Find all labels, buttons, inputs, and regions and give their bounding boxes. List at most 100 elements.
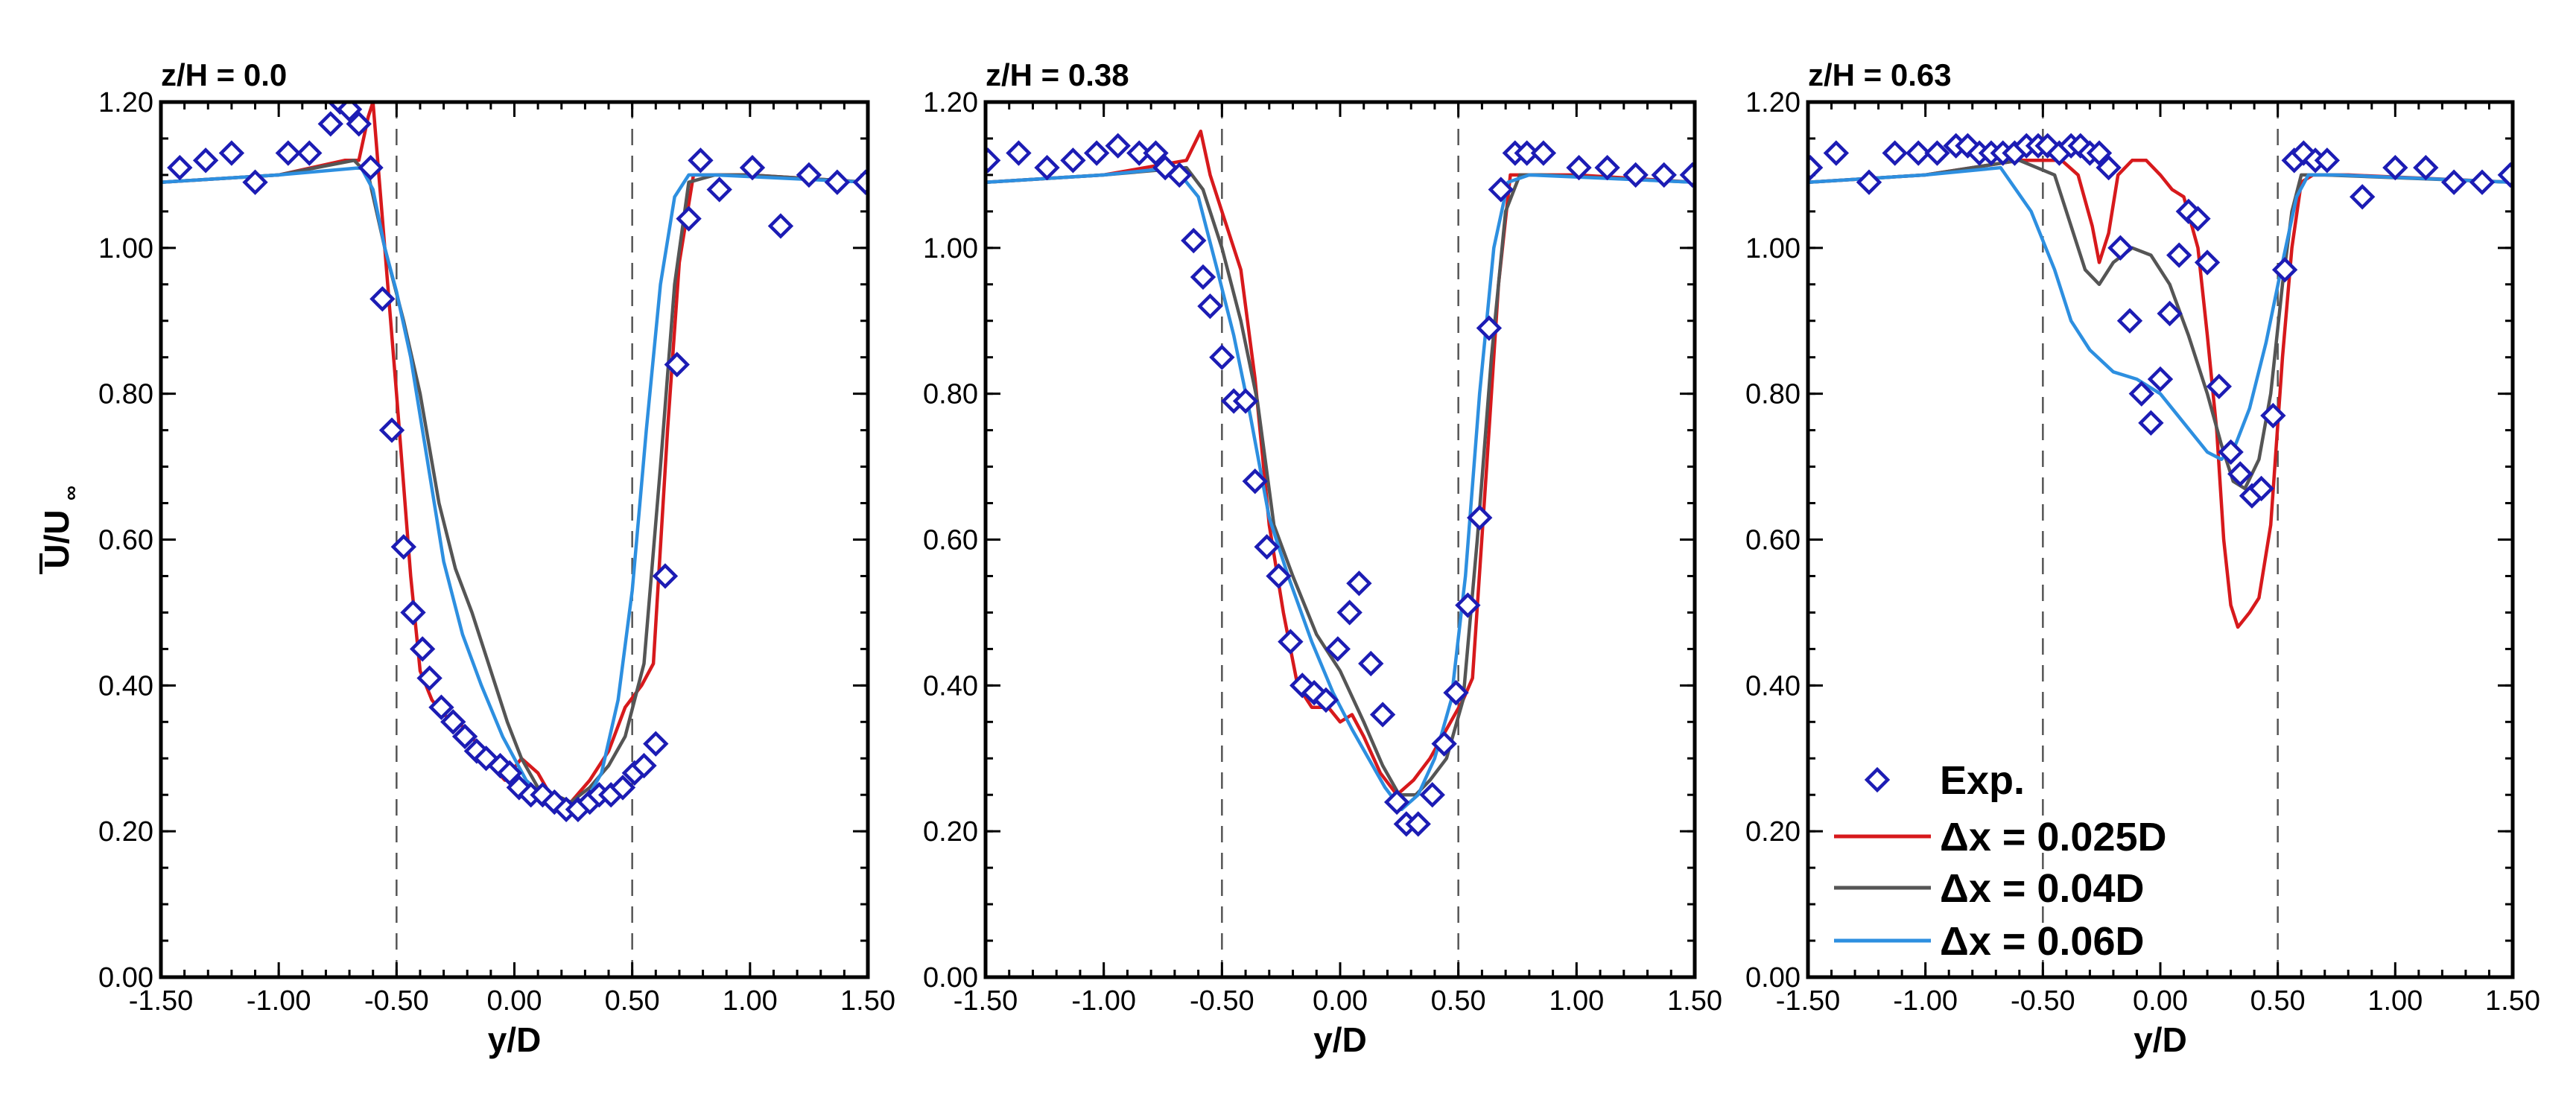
y-tick-label: 1.20 (1745, 87, 1801, 118)
exp-marker (2138, 410, 2164, 436)
exp-marker (2350, 184, 2376, 210)
series-line-blue (986, 165, 1695, 812)
x-tick-label: 1.00 (2367, 985, 2423, 1017)
exp-marker (2206, 373, 2233, 400)
exp-marker (496, 760, 523, 786)
x-axis-title: y/D (488, 1020, 542, 1059)
plot-frame (159, 100, 870, 979)
exp-marker (1808, 154, 1824, 181)
y-tick-label: 0.00 (1745, 962, 1801, 994)
exp-marker (1242, 468, 1268, 495)
exp-marker (631, 752, 657, 779)
exp-marker (2185, 206, 2211, 232)
y-tick-label: 0.40 (98, 670, 153, 702)
legend-item-blue: Δx = 0.06D (1834, 919, 2144, 964)
exp-marker (643, 731, 669, 757)
exp-marker (652, 563, 679, 589)
series-group (161, 102, 868, 822)
x-tick-label: -1.00 (1893, 985, 1958, 1017)
exp-marker (1278, 629, 1304, 655)
exp-marker (451, 723, 478, 750)
legend-exp-marker (1864, 766, 1891, 793)
exp-marker (1232, 388, 1259, 414)
series-line-red (986, 129, 1695, 797)
legend-label-red: Δx = 0.025D (1940, 815, 2167, 859)
exp-marker (1325, 636, 1351, 662)
y-tick-label: 0.40 (1745, 670, 1801, 702)
exp-marker (2260, 402, 2286, 429)
y-tick-label: 0.40 (923, 670, 978, 702)
exp-marker (1419, 782, 1445, 808)
legend-label-gray: Δx = 0.04D (1940, 866, 2144, 911)
exp-marker (1566, 154, 1592, 181)
exp-marker (2497, 162, 2513, 188)
exp-marker (167, 154, 193, 181)
exp-marker (369, 286, 396, 312)
y-tick-label: 1.20 (98, 87, 153, 118)
exp-marker (1143, 140, 1169, 166)
exp-marker (2248, 475, 2274, 502)
exp-marker (2314, 147, 2341, 174)
exp-marker (1467, 504, 1493, 531)
exp-marker (1254, 534, 1280, 560)
exp-marker (275, 140, 302, 166)
exp-marker (2271, 257, 2298, 283)
y-tick-label: 0.00 (98, 962, 153, 994)
legend-label-blue: Δx = 0.06D (1940, 919, 2144, 964)
exp-marker (336, 102, 363, 122)
exp-marker (1906, 140, 1932, 166)
exp-marker (1313, 687, 1339, 714)
exp-marker (1346, 571, 1372, 597)
exp-marker (1679, 162, 1695, 188)
exp-marker (2227, 461, 2253, 487)
exp-marker (346, 111, 372, 137)
exp-marker (664, 352, 690, 378)
exp-marker (2440, 169, 2467, 195)
exp-marker (1383, 789, 1410, 816)
x-tick-label: -1.50 (954, 985, 1018, 1017)
exp-marker (2147, 366, 2174, 392)
panel-title: z/H = 0.38 (986, 57, 1129, 92)
exp-marker (416, 665, 442, 691)
exp-marker (676, 206, 702, 232)
series-line-red (1808, 159, 2513, 629)
exp-marker (1455, 592, 1481, 618)
exp-marker (1083, 140, 1110, 166)
exp-marker (852, 169, 868, 195)
exp-marker (1594, 154, 1620, 181)
exp-marker (1190, 264, 1216, 290)
y-tick-label: 1.00 (98, 233, 153, 264)
y-axis-title: U/U ∞ (37, 486, 82, 574)
x-axis-title: y/D (1313, 1020, 1367, 1059)
exp-marker (2096, 154, 2122, 181)
exp-marker (609, 775, 636, 801)
x-tick-label: 1.50 (840, 985, 895, 1017)
x-tick-label: -1.00 (1071, 985, 1136, 1017)
exp-marker (400, 600, 426, 626)
exp-marker (1514, 140, 1540, 166)
exp-marker (2157, 300, 2183, 327)
exp-marker (1060, 147, 1086, 174)
x-tick-label: 0.50 (1431, 985, 1486, 1017)
exp-marker (378, 417, 405, 443)
exp-marker (428, 694, 454, 720)
x-tick-label: 0.50 (2250, 985, 2306, 1017)
exp-marker (2469, 169, 2496, 195)
y-axis-title-sub: ∞ (59, 486, 82, 500)
exp-marker (1358, 650, 1384, 677)
exp-marker (2107, 235, 2134, 261)
exp-marker (192, 147, 219, 174)
exp-marker (688, 147, 714, 174)
y-tick-label: 0.00 (923, 962, 978, 994)
y-tick-label: 1.00 (1745, 233, 1801, 264)
exp-marker (1488, 177, 1514, 203)
x-tick-label: 0.00 (1313, 985, 1368, 1017)
exp-marker (1126, 140, 1152, 166)
exp-marker (739, 154, 766, 181)
x-tick-label: -1.50 (129, 985, 194, 1017)
exp-marker (706, 177, 732, 203)
exp-marker (1209, 344, 1235, 370)
legend-label-exp: Exp. (1940, 758, 2025, 803)
y-tick-label: 0.80 (923, 379, 978, 410)
